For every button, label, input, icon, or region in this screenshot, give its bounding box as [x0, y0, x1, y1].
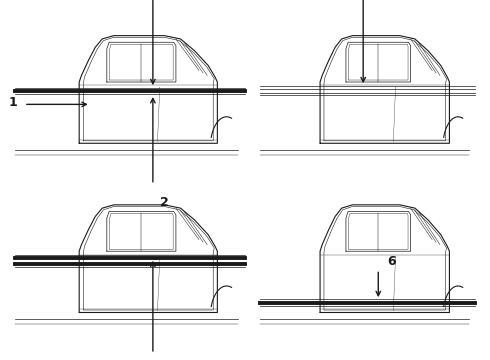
Text: 1: 1: [8, 96, 17, 109]
Text: 6: 6: [387, 255, 395, 268]
Text: 2: 2: [160, 196, 169, 209]
